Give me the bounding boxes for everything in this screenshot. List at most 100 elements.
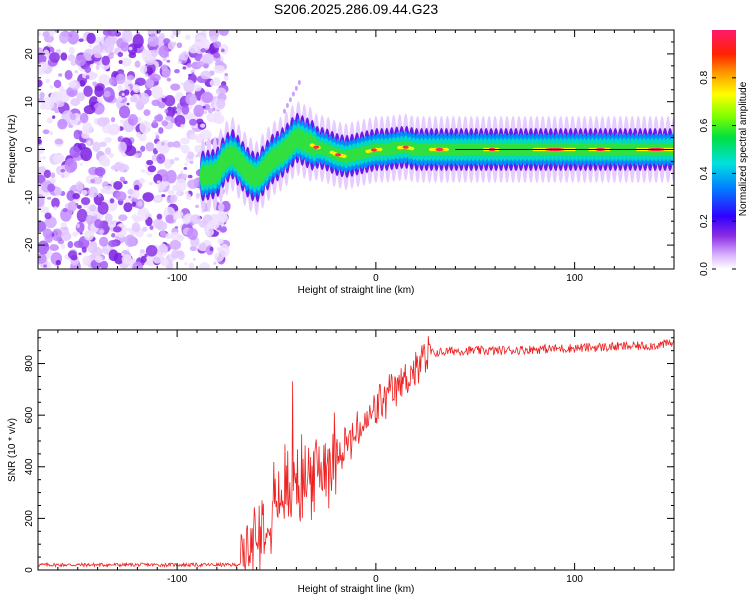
noise-blob — [90, 178, 96, 184]
noise-blob — [118, 214, 128, 222]
noise-blob — [207, 219, 220, 230]
noise-blob — [181, 173, 188, 179]
noise-blob — [51, 228, 63, 242]
noise-blob — [200, 70, 212, 80]
noise-blob — [109, 76, 117, 86]
noise-blob — [118, 105, 131, 119]
noise-blob — [108, 249, 119, 262]
noise-blob — [183, 166, 188, 170]
noise-blob — [81, 246, 87, 253]
noise-blob — [164, 108, 169, 114]
noise-blob — [165, 106, 176, 118]
noise-blob — [201, 91, 214, 104]
noise-blob — [166, 77, 172, 82]
noise-blob — [186, 63, 192, 68]
noise-blob — [38, 146, 45, 154]
noise-blob — [47, 196, 52, 200]
noise-blob — [60, 168, 66, 173]
noise-blob — [224, 72, 229, 77]
noise-blob — [82, 122, 93, 135]
noise-blob — [170, 83, 181, 91]
snr-ylabel: SNR (10 * v/v) — [7, 418, 18, 482]
noise-blob — [64, 69, 73, 80]
noise-blob — [98, 74, 110, 87]
noise-blob — [92, 141, 101, 152]
ridge-faint-streak — [282, 108, 286, 114]
noise-blob — [199, 242, 207, 251]
noise-blob — [170, 231, 181, 241]
noise-blob — [82, 255, 91, 267]
spectrogram-xtick-label: 100 — [566, 273, 583, 284]
spectrogram-ylabel: Frequency (Hz) — [7, 115, 18, 184]
noise-blob — [68, 46, 75, 55]
noise-blob — [136, 131, 142, 138]
noise-blob — [223, 74, 229, 81]
noise-blob — [102, 30, 112, 36]
noise-blob — [108, 123, 121, 134]
noise-blob — [87, 204, 99, 217]
noise-blob — [213, 41, 222, 48]
spectrogram-ytick-label: -20 — [24, 237, 35, 252]
noise-blob — [151, 154, 158, 162]
noise-blob — [138, 177, 146, 184]
noise-blob — [210, 35, 218, 43]
noise-blob — [67, 250, 78, 259]
noise-blob — [117, 51, 124, 58]
noise-blob — [196, 60, 205, 68]
noise-blob — [43, 49, 50, 57]
noise-blob — [115, 191, 127, 202]
noise-blob — [92, 81, 98, 87]
noise-blob — [147, 34, 160, 47]
noise-blob — [100, 187, 107, 194]
noise-blob — [51, 197, 60, 209]
noise-blob — [180, 137, 190, 145]
noise-blob — [53, 206, 58, 211]
noise-blob — [176, 42, 183, 49]
noise-blob — [38, 240, 50, 255]
noise-blob — [151, 85, 163, 100]
noise-blob — [99, 141, 107, 148]
noise-blob — [42, 129, 50, 135]
noise-blob — [203, 103, 211, 111]
noise-blob — [72, 192, 80, 200]
noise-blob — [145, 245, 158, 257]
noise-blob — [186, 193, 192, 201]
noise-blob — [160, 141, 165, 146]
noise-blob — [184, 262, 188, 266]
noise-blob — [216, 98, 226, 109]
noise-blob — [121, 30, 133, 43]
noise-blob — [161, 94, 166, 99]
noise-blob — [97, 201, 109, 215]
noise-blob — [67, 241, 74, 249]
ridge-faint-streak — [291, 91, 295, 97]
snr-ytick-label: 600 — [24, 406, 35, 423]
noise-blob — [126, 248, 130, 252]
noise-blob — [177, 60, 182, 65]
noise-blob — [200, 48, 207, 53]
noise-blob — [83, 85, 93, 97]
noise-blob — [78, 38, 84, 43]
noise-blob — [64, 158, 77, 173]
noise-blob — [103, 90, 111, 98]
noise-blob — [132, 33, 144, 49]
noise-blob — [78, 252, 82, 256]
noise-blob — [69, 145, 81, 158]
noise-blob — [129, 95, 138, 103]
noise-blob — [182, 66, 187, 70]
noise-blob — [98, 194, 102, 198]
noise-blob — [166, 59, 171, 63]
noise-blob — [128, 46, 133, 51]
noise-blob — [184, 162, 188, 166]
noise-blob — [118, 141, 127, 153]
noise-blob — [42, 96, 55, 111]
noise-blob — [60, 243, 66, 250]
snr-xtick-label: 0 — [373, 574, 379, 585]
noise-blob — [46, 250, 53, 257]
noise-blob — [110, 180, 115, 185]
noise-blob — [76, 223, 80, 229]
noise-blob — [139, 120, 151, 134]
noise-blob — [137, 200, 143, 207]
noise-blob — [200, 123, 206, 128]
noise-blob — [158, 127, 164, 134]
